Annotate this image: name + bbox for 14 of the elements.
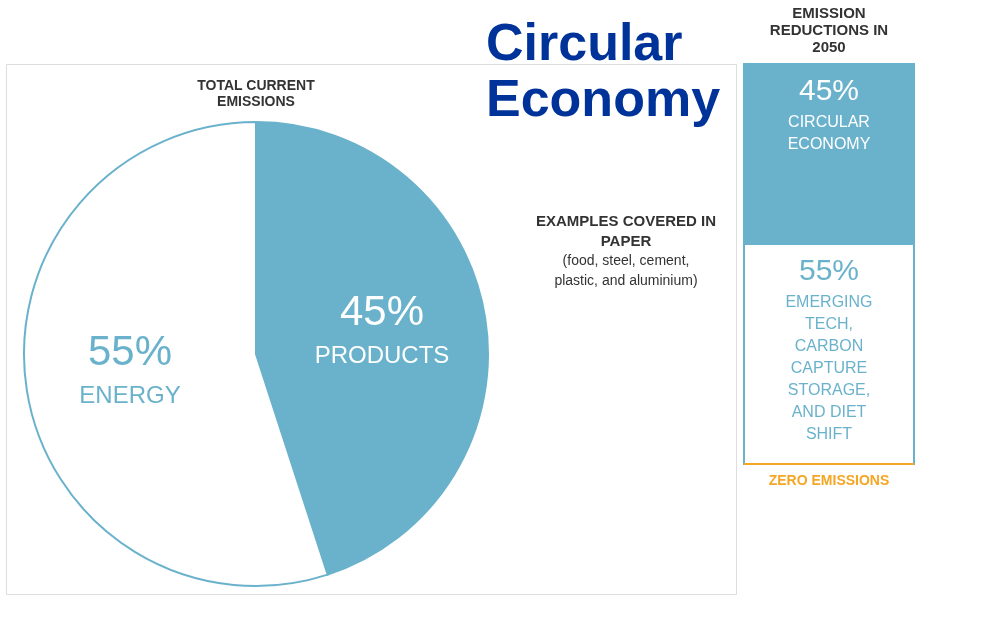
data-label: 45%	[340, 287, 425, 335]
slice-label: ENERGY	[79, 380, 181, 408]
data-label: 45%	[798, 73, 860, 106]
text: (food, steel, cement, plastic, and aluminium)	[554, 252, 698, 288]
series-label: EMERGING TECH, CARBON CAPTURE STORAGE, AND DIET SHIFT	[785, 293, 873, 442]
chart-subtitle: TOTAL CURRENT EMISSIONS	[197, 77, 316, 109]
series-label: CIRCULAR ECONOMY	[787, 113, 871, 152]
chart-title: EMISSION REDUCTIONS IN 2050	[769, 4, 889, 55]
text: EXAMPLES COVERED IN PAPER	[535, 212, 717, 249]
ref-line-label: ZERO EMISSIONS	[768, 472, 890, 488]
data-label: 55%	[87, 326, 172, 374]
slice-label: PRODUCTS	[314, 341, 450, 369]
text: Circular Economy	[486, 13, 721, 127]
data-label: 55%	[798, 253, 860, 286]
